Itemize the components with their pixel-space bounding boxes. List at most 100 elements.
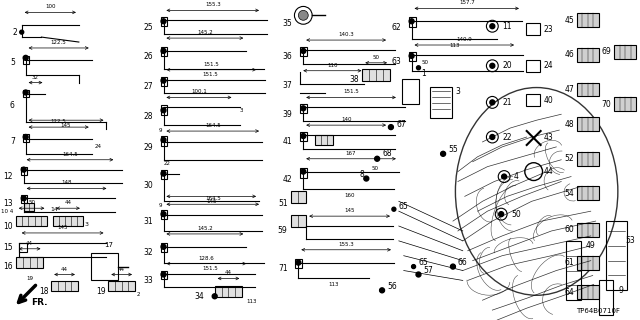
Text: 30: 30 bbox=[143, 181, 153, 190]
Bar bbox=[161, 243, 168, 252]
Circle shape bbox=[490, 100, 495, 105]
Circle shape bbox=[23, 55, 28, 60]
Text: 40: 40 bbox=[543, 96, 553, 105]
Text: 50: 50 bbox=[28, 200, 35, 205]
Text: 53: 53 bbox=[625, 236, 635, 245]
Text: 11: 11 bbox=[502, 22, 511, 31]
Circle shape bbox=[296, 260, 301, 265]
Text: 16: 16 bbox=[3, 262, 13, 271]
Circle shape bbox=[298, 10, 308, 20]
Bar bbox=[526, 23, 540, 35]
Text: 64: 64 bbox=[564, 288, 574, 297]
Text: 65: 65 bbox=[399, 202, 408, 211]
Text: 155.3: 155.3 bbox=[205, 3, 221, 7]
Text: 47: 47 bbox=[564, 85, 574, 94]
Circle shape bbox=[161, 272, 166, 277]
Text: 145: 145 bbox=[58, 225, 68, 230]
Bar bbox=[577, 223, 598, 237]
Text: 10 4: 10 4 bbox=[1, 209, 13, 214]
Text: 167: 167 bbox=[346, 151, 356, 156]
Text: 17: 17 bbox=[104, 242, 113, 248]
Text: 21: 21 bbox=[502, 98, 511, 107]
Circle shape bbox=[161, 171, 166, 176]
Text: 157.7: 157.7 bbox=[459, 0, 475, 5]
Bar bbox=[20, 196, 27, 203]
Text: 50: 50 bbox=[371, 166, 378, 171]
Text: 54: 54 bbox=[564, 189, 574, 198]
Text: 100.1: 100.1 bbox=[191, 90, 207, 94]
Bar bbox=[614, 45, 636, 59]
Text: 44: 44 bbox=[65, 200, 72, 205]
Text: 61: 61 bbox=[564, 258, 574, 267]
Circle shape bbox=[301, 48, 306, 53]
Bar bbox=[53, 216, 83, 226]
Bar bbox=[566, 241, 581, 300]
Bar bbox=[409, 52, 415, 61]
Circle shape bbox=[388, 124, 394, 130]
Circle shape bbox=[490, 24, 495, 29]
Circle shape bbox=[380, 288, 385, 293]
Bar bbox=[51, 281, 78, 291]
Text: 113: 113 bbox=[328, 282, 339, 287]
Circle shape bbox=[392, 207, 396, 211]
Text: 113: 113 bbox=[450, 43, 460, 47]
Text: 51: 51 bbox=[278, 199, 287, 208]
Bar bbox=[161, 17, 168, 26]
Text: 160: 160 bbox=[344, 193, 355, 198]
Text: 63: 63 bbox=[391, 57, 401, 66]
Text: 42: 42 bbox=[283, 175, 292, 184]
Text: 41: 41 bbox=[283, 138, 292, 147]
Bar bbox=[23, 56, 29, 64]
Circle shape bbox=[374, 156, 380, 161]
Circle shape bbox=[502, 174, 507, 179]
Text: 37: 37 bbox=[283, 81, 292, 90]
Bar bbox=[300, 104, 307, 113]
Text: 28: 28 bbox=[143, 112, 153, 121]
Bar bbox=[23, 134, 29, 142]
Circle shape bbox=[409, 19, 414, 24]
Text: 151.5: 151.5 bbox=[343, 90, 359, 94]
Circle shape bbox=[161, 78, 166, 83]
Bar bbox=[291, 191, 307, 203]
Text: 3: 3 bbox=[84, 221, 89, 227]
Text: 164.5: 164.5 bbox=[205, 196, 221, 201]
Text: 145.2: 145.2 bbox=[197, 226, 212, 231]
Bar bbox=[402, 79, 419, 104]
Bar bbox=[20, 167, 27, 175]
Bar bbox=[108, 281, 135, 291]
Text: 19: 19 bbox=[26, 276, 33, 281]
Text: 46: 46 bbox=[564, 50, 574, 60]
Bar bbox=[161, 170, 168, 179]
Bar bbox=[161, 270, 168, 279]
Bar bbox=[161, 136, 168, 146]
Bar bbox=[91, 253, 118, 280]
Text: 145: 145 bbox=[61, 123, 71, 128]
Text: 67: 67 bbox=[397, 120, 406, 129]
Text: 13: 13 bbox=[3, 199, 13, 208]
Text: 48: 48 bbox=[564, 120, 574, 129]
Text: 69: 69 bbox=[602, 47, 611, 56]
Circle shape bbox=[417, 66, 420, 70]
Text: 60: 60 bbox=[564, 226, 574, 235]
Text: 39: 39 bbox=[283, 110, 292, 119]
Text: 140.3: 140.3 bbox=[339, 32, 354, 37]
Bar bbox=[296, 259, 302, 268]
Text: 56: 56 bbox=[387, 282, 397, 291]
Bar bbox=[362, 69, 390, 81]
Bar bbox=[409, 17, 415, 27]
Text: 3: 3 bbox=[455, 87, 460, 96]
Circle shape bbox=[161, 138, 166, 142]
Text: 4: 4 bbox=[514, 172, 519, 181]
Text: 33: 33 bbox=[143, 276, 153, 285]
Text: 145: 145 bbox=[344, 208, 355, 213]
Circle shape bbox=[161, 212, 166, 217]
Bar bbox=[605, 221, 627, 290]
Bar bbox=[577, 13, 598, 27]
Circle shape bbox=[161, 48, 166, 53]
Text: 50: 50 bbox=[372, 55, 380, 60]
Text: 24: 24 bbox=[543, 61, 553, 70]
Text: 164.5: 164.5 bbox=[62, 152, 78, 157]
Text: 8: 8 bbox=[360, 170, 364, 179]
Bar bbox=[577, 285, 598, 299]
Text: 22: 22 bbox=[502, 132, 511, 141]
